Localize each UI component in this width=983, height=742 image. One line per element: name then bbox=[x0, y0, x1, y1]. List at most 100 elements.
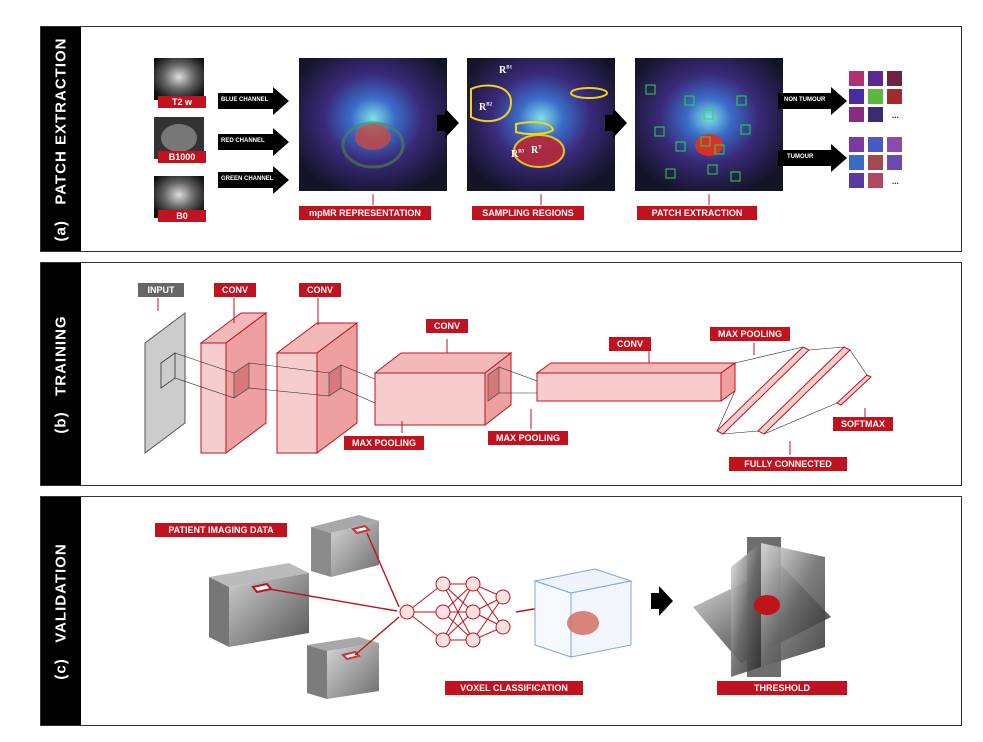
patch-square bbox=[654, 126, 665, 137]
connection-lines bbox=[174, 346, 868, 435]
conv4-front bbox=[536, 372, 722, 402]
connection-line bbox=[734, 346, 804, 364]
input-arrow bbox=[366, 532, 400, 608]
patch-tile bbox=[887, 155, 902, 170]
non-tumour-label: NON TUMOUR bbox=[784, 97, 826, 103]
patch-square bbox=[675, 141, 686, 152]
conv4-label: CONV bbox=[609, 337, 651, 351]
section-c-header: (c) VALIDATION bbox=[41, 497, 81, 725]
patch-extraction-panel: (a) PATCH EXTRACTION bbox=[40, 26, 962, 252]
input-arrows bbox=[268, 532, 400, 656]
connection-line bbox=[849, 349, 868, 376]
nn-edge bbox=[406, 583, 444, 613]
patch-square bbox=[736, 95, 747, 106]
volume-bottom bbox=[307, 637, 379, 699]
classified-tumour bbox=[567, 611, 599, 635]
nn-node bbox=[495, 619, 511, 635]
patch-square bbox=[730, 171, 741, 182]
region-b1-outline bbox=[570, 87, 608, 99]
patch-square bbox=[684, 95, 695, 106]
patch-square bbox=[700, 136, 711, 147]
input-label-b0: B0 bbox=[158, 210, 206, 222]
input-arrow bbox=[354, 616, 400, 656]
patch-tile bbox=[868, 137, 883, 152]
patch-square bbox=[645, 84, 656, 95]
conv1-label: CONV bbox=[214, 283, 256, 297]
connection-line bbox=[808, 346, 845, 351]
patch-tile bbox=[868, 107, 883, 122]
validation-panel: (c) VALIDATION bbox=[40, 496, 962, 726]
nn-node bbox=[495, 589, 511, 605]
max-pooling-label-2: MAX POOLING bbox=[488, 431, 568, 445]
conv2-front bbox=[276, 352, 318, 454]
connection-line bbox=[763, 402, 838, 435]
validation-graphics bbox=[209, 515, 831, 699]
patch-tile bbox=[887, 71, 902, 86]
flow-arrow-2 bbox=[605, 108, 627, 138]
max-pooling-label-1: MAX POOLING bbox=[344, 436, 424, 450]
patient-imaging-label: PATIENT IMAGING DATA bbox=[155, 523, 287, 537]
sampling-image bbox=[467, 58, 615, 191]
input-arrow bbox=[268, 588, 398, 612]
volume-top bbox=[311, 515, 379, 577]
patch-tile bbox=[849, 71, 864, 86]
patch-tile bbox=[849, 173, 864, 188]
threshold-view bbox=[693, 537, 831, 677]
patch-tile bbox=[849, 137, 864, 152]
input-label-b1000: B1000 bbox=[158, 151, 206, 163]
input-layer bbox=[144, 312, 186, 454]
green-channel-label: GREEN CHANNEL bbox=[221, 176, 274, 182]
region-b2-outline bbox=[470, 84, 513, 123]
connection-line bbox=[340, 364, 376, 380]
pointer-lines bbox=[157, 298, 866, 455]
patch-square bbox=[707, 164, 718, 175]
patch-tumour bbox=[695, 134, 723, 156]
section-b-header: (b) TRAINING bbox=[41, 263, 81, 485]
cnn-diagram bbox=[144, 298, 872, 455]
tumour-ellipsis: ... bbox=[892, 177, 899, 186]
flow-arrow-3 bbox=[651, 586, 673, 616]
nn-node bbox=[465, 576, 481, 592]
nn-edge bbox=[442, 583, 474, 641]
section-a-header: (a) PATCH EXTRACTION bbox=[41, 27, 81, 251]
mpmr-prostate bbox=[355, 124, 391, 150]
fully-connected-label: FULLY CONNECTED bbox=[729, 457, 847, 471]
tumour-arrow bbox=[778, 144, 847, 172]
connection-line bbox=[340, 387, 376, 404]
softmax-label: SOFTMAX bbox=[833, 417, 893, 431]
patch-tile bbox=[849, 155, 864, 170]
nn-node bbox=[435, 632, 451, 648]
nn-node bbox=[435, 604, 451, 620]
nn-edge bbox=[472, 583, 504, 628]
input-label-t2w: T2 w bbox=[158, 96, 206, 108]
patch-square bbox=[714, 144, 725, 155]
tumour-label: TUMOUR bbox=[787, 154, 814, 160]
volume-main bbox=[209, 563, 309, 647]
mpmr-rectum bbox=[341, 121, 405, 169]
nn-edge bbox=[406, 611, 444, 641]
patch-square bbox=[665, 168, 676, 179]
red-channel-label: RED CHANNEL bbox=[221, 138, 265, 144]
volume-bottom-patch bbox=[341, 650, 361, 661]
stage-label-mpmr: mpMR REPRESENTATION bbox=[299, 206, 431, 220]
patch-tile bbox=[849, 89, 864, 104]
connection-line bbox=[248, 362, 330, 374]
nn-edge bbox=[472, 596, 504, 641]
max-pooling-label-3: MAX POOLING bbox=[710, 327, 790, 341]
nn-node bbox=[465, 604, 481, 620]
region-b3-outline bbox=[515, 121, 555, 136]
patch-tile bbox=[849, 107, 864, 122]
conv2-label: CONV bbox=[299, 283, 341, 297]
patch-image bbox=[635, 58, 783, 191]
connection-line bbox=[174, 377, 235, 399]
region-t-outline bbox=[513, 134, 565, 168]
conv4-top bbox=[535, 362, 737, 374]
patch-square bbox=[703, 109, 714, 120]
connection-line bbox=[498, 366, 538, 382]
conv3-front bbox=[374, 372, 486, 426]
region-label-b1: RB1 bbox=[499, 65, 513, 76]
flow-arrow-1 bbox=[437, 108, 459, 138]
connection-line bbox=[248, 387, 330, 397]
connection-line bbox=[716, 390, 736, 432]
blue-channel-arrow bbox=[218, 87, 289, 115]
